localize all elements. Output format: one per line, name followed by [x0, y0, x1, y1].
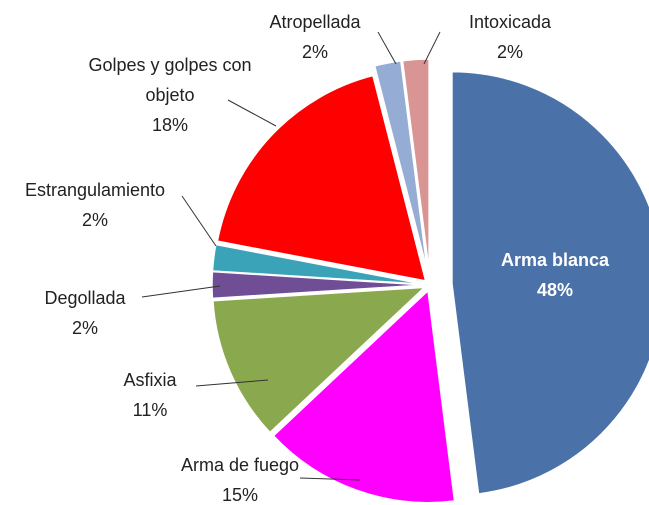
leader-line [141, 285, 221, 298]
slice-value: 2% [301, 42, 328, 62]
leader-line [181, 195, 217, 247]
slice-name: Intoxicada [468, 12, 552, 32]
slice-name: Arma blanca [500, 250, 610, 270]
pie-slice [451, 70, 649, 495]
pie-slice [401, 58, 430, 272]
pie-slice [211, 270, 425, 300]
slice-value: 11% [132, 400, 168, 420]
slice-label: Atropellada 2% [250, 7, 380, 67]
slice-label: Degollada 2% [20, 283, 150, 343]
pie-slice [212, 286, 427, 434]
pie-slice [216, 74, 427, 282]
leader-line [423, 31, 441, 65]
slice-name: Arma de fuego [180, 455, 300, 475]
slice-name: Asfixia [123, 370, 177, 390]
slice-value: 2% [496, 42, 523, 62]
slice-label: Arma de fuego 15% [130, 450, 350, 505]
pie-slice [373, 60, 429, 272]
slice-label: Intoxicada 2% [445, 7, 575, 67]
leader-line [195, 379, 269, 387]
pie-slice [272, 289, 456, 504]
slice-value: 18% [151, 115, 189, 135]
slice-label: Estrangulamiento 2% [10, 175, 180, 235]
slice-value: 48% [536, 280, 574, 300]
slice-name: Estrangulamiento [24, 180, 166, 200]
leader-line [227, 99, 277, 127]
slice-label: Asfixia 11% [100, 365, 200, 425]
slice-value: 2% [71, 318, 98, 338]
slice-name: Golpes y golpes con objeto [88, 55, 252, 105]
leader-line [299, 477, 361, 481]
slice-name: Degollada [44, 288, 126, 308]
pie-slice [211, 243, 425, 285]
leader-line [377, 31, 397, 65]
slice-label: Arma blanca 48% [490, 245, 620, 305]
slice-value: 15% [221, 485, 259, 505]
slice-name: Atropellada [269, 12, 361, 32]
slice-value: 2% [81, 210, 108, 230]
slice-label: Golpes y golpes con objeto 18% [75, 50, 265, 140]
